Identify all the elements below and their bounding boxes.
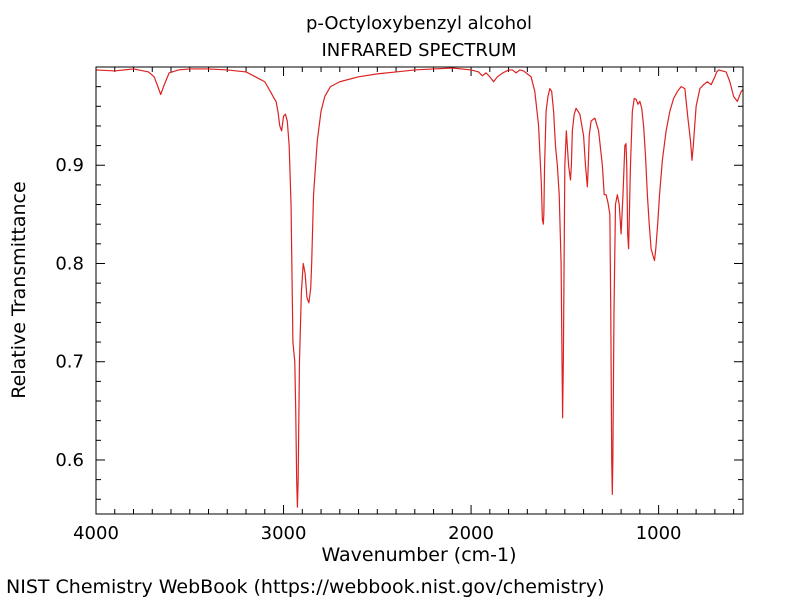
x-tick-label: 2000 xyxy=(448,523,494,544)
y-tick-label: 0.9 xyxy=(55,155,84,176)
axis-ticks xyxy=(95,67,743,514)
y-tick-label: 0.8 xyxy=(55,253,84,274)
chart-title: p-Octyloxybenzyl alcohol xyxy=(306,13,532,34)
series-line xyxy=(95,67,744,508)
x-tick-label: 1000 xyxy=(636,523,682,544)
x-tick-label: 4000 xyxy=(73,523,119,544)
y-tick-label: 0.7 xyxy=(55,352,84,373)
plot-area-frame xyxy=(95,66,744,515)
tick-labels: 4000 3000 2000 1000 0.6 0.7 0.8 0.9 xyxy=(55,155,681,544)
source-credit: NIST Chemistry WebBook (https://webbook.… xyxy=(6,576,605,598)
y-tick-label: 0.6 xyxy=(55,450,84,471)
chart-subtitle: INFRARED SPECTRUM xyxy=(321,40,516,61)
y-axis-label: Relative Transmittance xyxy=(8,181,30,398)
x-tick-label: 3000 xyxy=(261,523,307,544)
x-axis-label: Wavenumber (cm-1) xyxy=(321,544,516,566)
